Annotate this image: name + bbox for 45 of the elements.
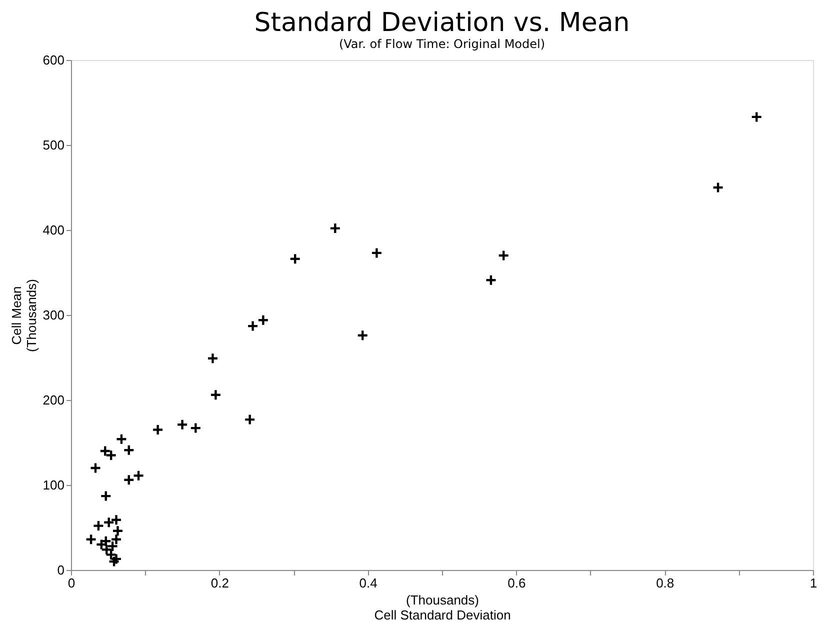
point	[244, 414, 256, 426]
point	[329, 222, 341, 234]
point	[498, 250, 510, 262]
point	[246, 320, 259, 332]
x-tick-label: 0.6	[508, 576, 526, 590]
point	[92, 520, 104, 532]
point	[176, 418, 188, 430]
point	[103, 516, 115, 528]
point	[257, 314, 270, 326]
point	[289, 253, 301, 265]
y-tick-label: 600	[42, 52, 64, 68]
y-tick-label: 0	[57, 562, 64, 578]
point	[112, 525, 124, 537]
point	[85, 534, 97, 546]
x-tick-label: 1	[810, 576, 818, 590]
point	[210, 389, 222, 401]
chart-title: Standard Deviation vs. Mean	[254, 8, 630, 38]
y-axis-title: Cell Mean (Thousands)	[8, 279, 39, 352]
point	[750, 111, 762, 123]
point	[356, 330, 368, 342]
point	[152, 424, 164, 436]
x-tick-label: 0	[68, 576, 76, 590]
chart-subtitle: (Var. of Flow Time: Original Model)	[338, 37, 546, 51]
point	[110, 514, 122, 526]
x-axis-title: (Thousands) Cell Standard Deviation	[374, 592, 511, 622]
point	[206, 352, 219, 364]
point	[132, 470, 144, 482]
y-tick-label: 200	[42, 392, 64, 408]
x-tick-label: 0.8	[656, 576, 674, 590]
y-tick-label: 400	[42, 222, 64, 238]
point	[712, 182, 724, 194]
point	[123, 474, 135, 486]
y-tick-label: 500	[42, 138, 64, 152]
x-tick-label: 0.2	[210, 576, 229, 590]
point	[100, 490, 112, 502]
point	[110, 534, 122, 546]
point	[90, 462, 102, 474]
point	[123, 444, 135, 456]
y-tick-label: 300	[42, 308, 64, 322]
point	[116, 433, 128, 445]
point	[190, 422, 202, 434]
x-tick-label: 0.4	[359, 576, 378, 590]
point	[485, 274, 497, 286]
point	[370, 247, 383, 259]
y-tick-label: 100	[42, 478, 64, 492]
